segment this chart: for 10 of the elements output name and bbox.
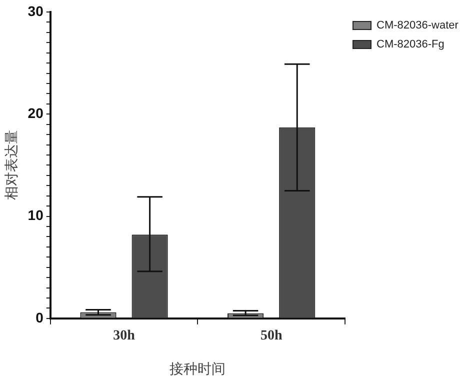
legend-label: CM-82036-water — [376, 20, 459, 32]
x-tick-label: 50h — [260, 328, 282, 344]
legend-label: CM-82036-Fg — [376, 38, 444, 51]
y-tick-label: 10 — [28, 207, 44, 224]
y-tick-label: 20 — [28, 104, 44, 121]
y-tick-label: 0 — [36, 309, 44, 326]
y-axis-title: 相对表达量 — [4, 130, 20, 200]
x-tick-label: 30h — [113, 328, 136, 344]
x-axis-title: 接种时间 — [170, 361, 226, 378]
y-tick-label: 30 — [28, 2, 44, 19]
